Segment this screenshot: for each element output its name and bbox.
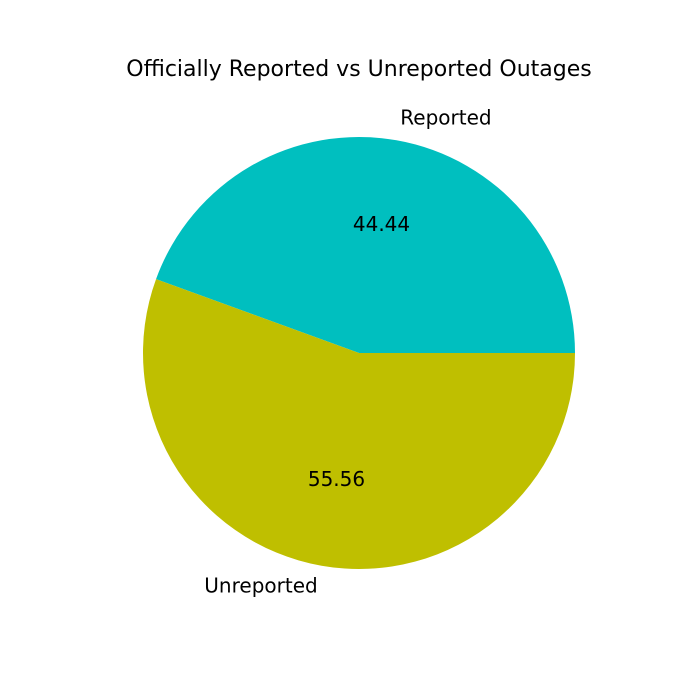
pie-slice-reported xyxy=(156,137,575,353)
chart-title: Officially Reported vs Unreported Outage… xyxy=(126,57,591,82)
slice-label-unreported: Unreported xyxy=(204,573,317,597)
slice-value-reported: 44.44 xyxy=(353,212,410,236)
slice-value-unreported: 55.56 xyxy=(308,467,365,491)
pie-slice-unreported xyxy=(143,279,576,570)
pie-slices xyxy=(143,137,576,570)
pie-labels: Reported 44.44 Unreported 55.56 xyxy=(204,106,491,598)
slice-label-reported: Reported xyxy=(400,106,491,130)
